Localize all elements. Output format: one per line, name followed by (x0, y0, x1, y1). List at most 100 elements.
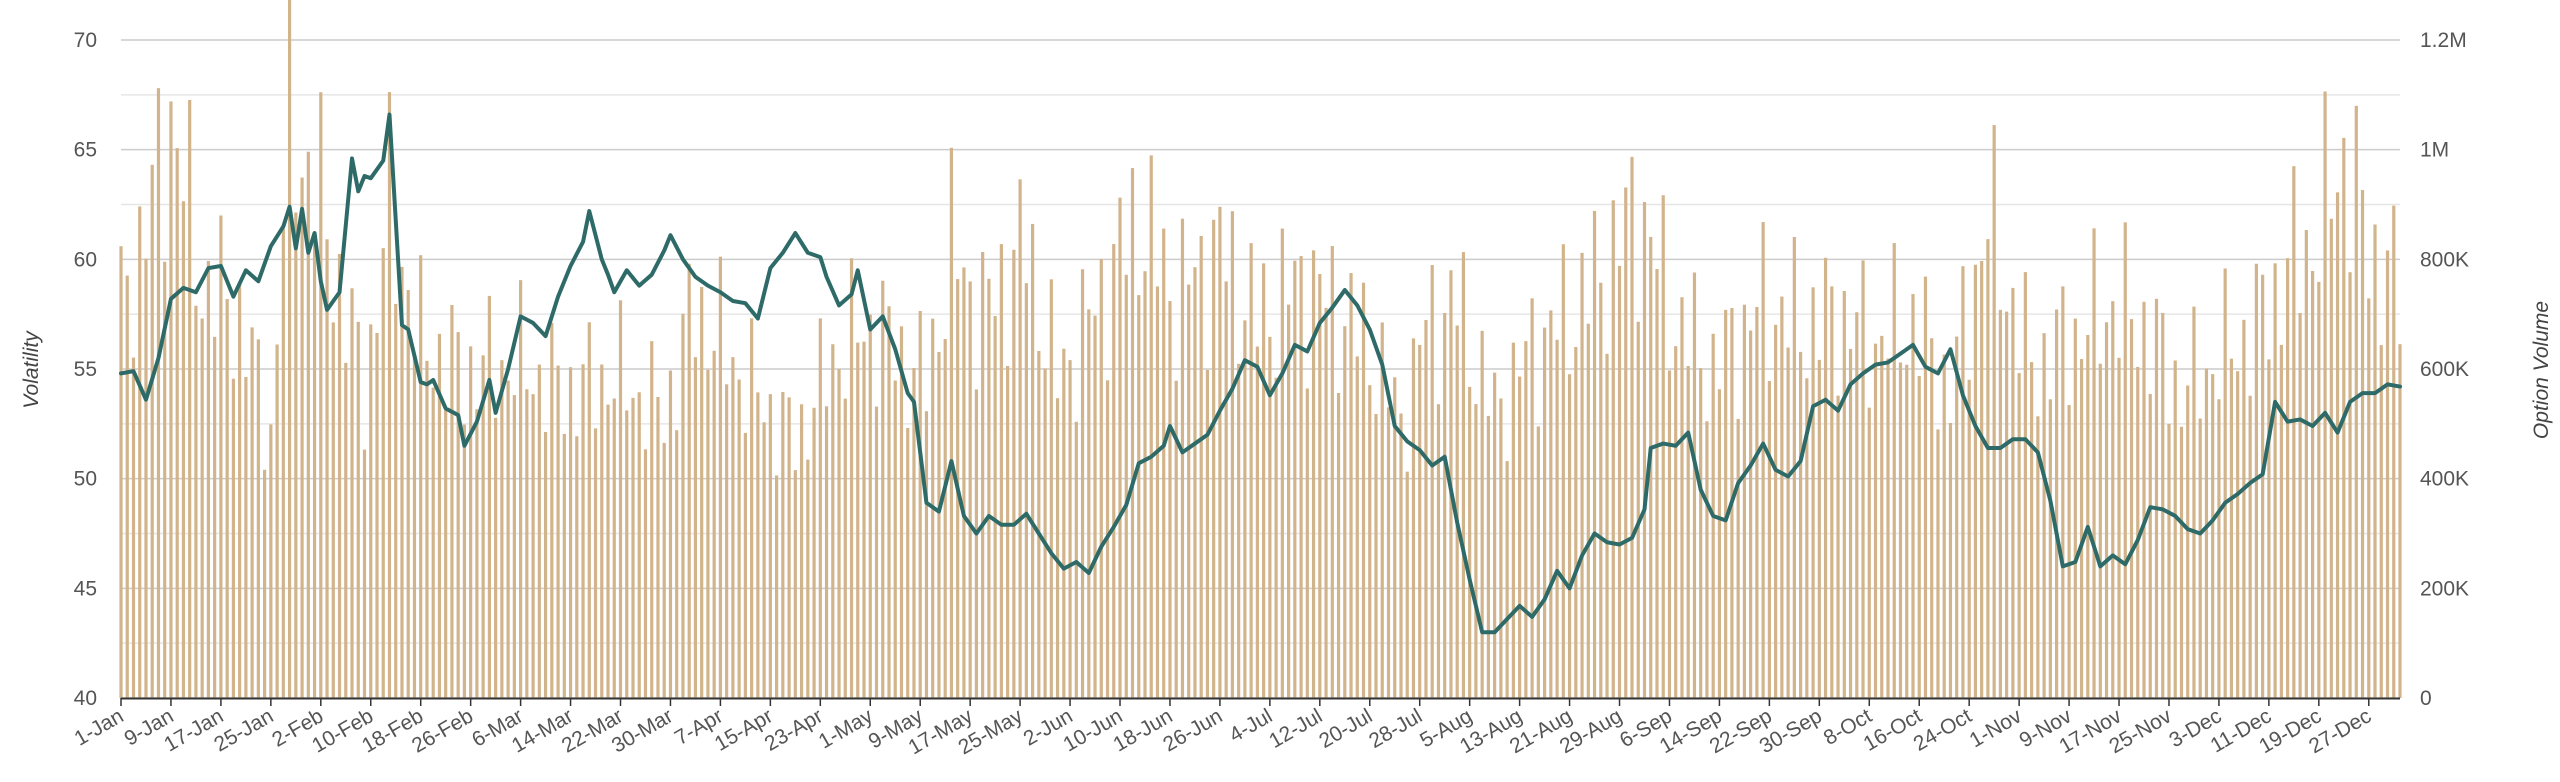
volume-bar (1386, 407, 1391, 698)
volume-bar (2186, 385, 2190, 698)
volume-bar (1942, 354, 1946, 698)
volume-bar (131, 357, 136, 698)
volume-bar (1542, 327, 1547, 698)
volume-bar (631, 397, 635, 698)
volume-bar (1917, 375, 1921, 698)
volume-bar (1361, 282, 1366, 698)
volume-bar (188, 99, 192, 699)
volume-bar (881, 280, 885, 698)
volume-bar (818, 318, 822, 698)
volume-bar (568, 367, 573, 698)
volume-bar (1955, 336, 1959, 698)
volume-bar (2148, 393, 2152, 698)
volume-bar (1374, 413, 1378, 698)
volume-bar (163, 261, 167, 698)
volume-bar (1187, 284, 1191, 698)
volume-bar (231, 378, 235, 698)
volume-bar (481, 355, 485, 698)
volume-bar (1430, 265, 1434, 698)
volume-bar (1174, 380, 1178, 698)
volume-bar (762, 422, 766, 698)
volume-bar (200, 318, 204, 698)
x-tick-label: 12-Jul (1265, 704, 1326, 753)
left-tick-label: 60 (74, 248, 97, 271)
volume-bar (1580, 252, 1584, 698)
volume-bar (300, 177, 304, 699)
volume-bar (2310, 271, 2315, 698)
volume-bar (862, 341, 866, 698)
volume-bar (849, 258, 854, 698)
volume-bar (1293, 260, 1297, 698)
right-tick-label: 1.2M (2420, 29, 2467, 52)
volume-bar (456, 332, 460, 698)
volume-bar (600, 364, 604, 698)
volume-bar (2204, 368, 2209, 698)
volume-bar (1274, 377, 1278, 698)
volume-bar (1018, 179, 1022, 699)
volume-bar (337, 253, 342, 698)
volume-bar (1224, 281, 1228, 698)
left-tick-label: 50 (74, 468, 97, 491)
volume-bar (706, 369, 710, 698)
volume-bar (1992, 125, 1996, 698)
volume-bar (999, 244, 1003, 699)
volume-bar (1311, 250, 1316, 698)
volume-bar (2098, 363, 2102, 698)
volume-bar (1536, 426, 1540, 698)
volume-bar (831, 344, 835, 698)
volume-bar (1330, 246, 1334, 698)
volume-bar (2292, 166, 2296, 698)
volume-bar (1024, 283, 1028, 698)
volume-bar (156, 88, 161, 698)
volume-bar (1967, 379, 1971, 698)
volume-bar (1805, 378, 1809, 698)
volume-bar (2136, 366, 2140, 698)
volume-bar (1461, 252, 1466, 699)
volume-bar (1230, 211, 1234, 698)
volume-bar (1480, 330, 1484, 698)
volume-bar (381, 248, 385, 698)
volume-bar (2198, 418, 2202, 698)
volume-bar (1749, 330, 1753, 698)
volume-bar (1368, 385, 1372, 698)
volume-bar (1567, 374, 1572, 698)
volume-bar (799, 404, 804, 698)
volume-bar (924, 411, 929, 698)
volume-bar (1255, 346, 1259, 698)
volume-bar (1249, 243, 1253, 698)
volume-bar (537, 364, 541, 698)
volume-bar (1948, 422, 1953, 698)
volume-bar (244, 376, 248, 698)
volume-bar (531, 394, 535, 698)
volume-bar (625, 410, 629, 698)
volume-bar (1998, 309, 2002, 698)
left-tick-label: 65 (74, 139, 97, 162)
volume-bar (643, 449, 648, 698)
volume-bar (612, 398, 616, 698)
x-tick-label: 1-May (815, 704, 877, 753)
volume-bar (1674, 346, 1678, 698)
volume-bar (1380, 322, 1384, 698)
volume-bar (350, 288, 354, 698)
volume-bar (1405, 471, 1409, 698)
volume-bar (1124, 274, 1128, 698)
volume-bar (1305, 388, 1309, 698)
volume-bar (968, 281, 972, 698)
volume-bar (1518, 376, 1522, 698)
volume-bar (1280, 228, 1284, 698)
volume-bar (1505, 461, 1509, 698)
volume-bar (1905, 364, 1909, 698)
volume-bar (1636, 321, 1640, 698)
volume-bar (2167, 423, 2171, 698)
volume-bar (650, 341, 654, 698)
volume-bar (1655, 269, 1659, 698)
volume-bar (1830, 286, 1834, 698)
volume-bar (1168, 301, 1172, 698)
volume-bar (1742, 304, 1746, 698)
volume-bar (1642, 202, 1647, 698)
volume-bar (394, 303, 398, 698)
volume-bar (1611, 200, 1615, 699)
volume-bar (918, 311, 922, 698)
volume-bar (693, 357, 698, 698)
volume-bar (1237, 363, 1241, 698)
